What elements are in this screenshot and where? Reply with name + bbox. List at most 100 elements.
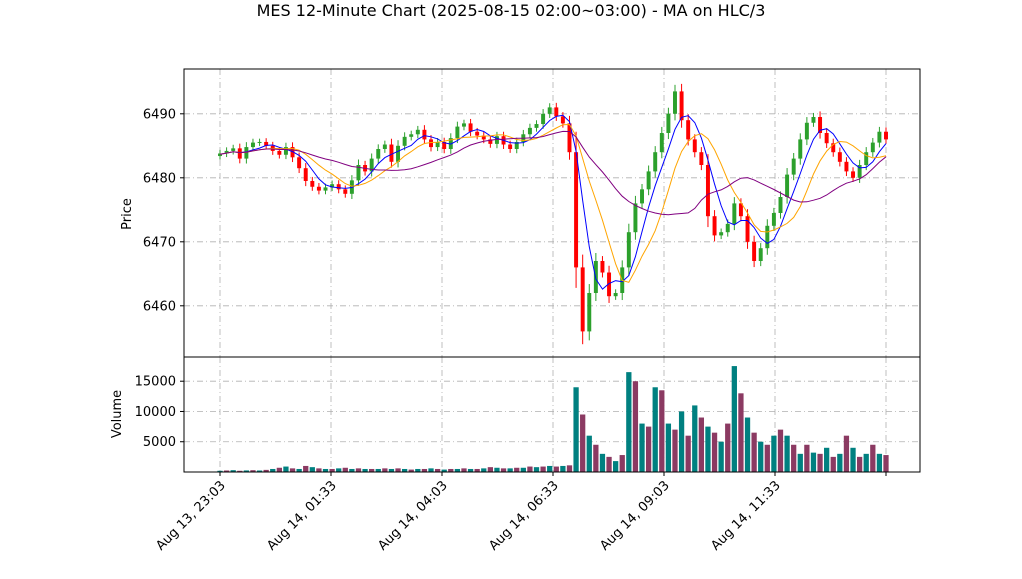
candle-body (699, 152, 704, 165)
volume-bar (408, 469, 414, 472)
volume-bar (711, 432, 718, 472)
volume-bar (632, 381, 639, 472)
x-tick-label: Aug 14, 01:33 (264, 478, 340, 554)
volume-bar (870, 444, 876, 472)
volume-bar (553, 466, 559, 472)
volume-bar (718, 441, 724, 472)
volume-bar (329, 468, 335, 472)
candlestick-series (218, 83, 888, 345)
volume-bar (599, 453, 606, 472)
chart-title: MES 12-Minute Chart (2025-08-15 02:00~03… (257, 1, 766, 20)
volume-axis-label: Volume (110, 390, 125, 438)
candle-body (765, 225, 770, 249)
volume-bar-series (217, 366, 889, 472)
volume-bar (876, 453, 883, 472)
volume-bar (758, 441, 764, 472)
candle-body (804, 122, 809, 140)
volume-bar (850, 447, 856, 472)
volume-bar (434, 468, 441, 472)
volume-bar (289, 468, 296, 472)
volume-bar (461, 468, 467, 472)
volume-bar (441, 469, 447, 472)
candle-body (692, 139, 697, 153)
volume-bar (316, 468, 322, 472)
volume-bar (547, 465, 553, 472)
candle-body (791, 158, 796, 175)
candle-body (336, 184, 341, 190)
volume-tick-label: 5000 (143, 435, 176, 450)
candle-body (818, 117, 823, 133)
candle-body (283, 147, 288, 155)
candle-body (870, 142, 875, 153)
candle-body (310, 181, 315, 187)
candle-body (455, 126, 460, 139)
volume-bar (560, 465, 566, 472)
candle-body (646, 171, 651, 190)
price-tick-label: 6490 (143, 107, 176, 122)
candle-body (356, 165, 361, 181)
volume-bar (336, 468, 342, 472)
candle-body (475, 131, 480, 136)
candle-body (725, 223, 730, 233)
volume-bar (665, 423, 672, 472)
volume-bar (527, 466, 533, 472)
candle-body (771, 213, 776, 226)
candle-body (527, 127, 532, 135)
candle-body (712, 216, 717, 236)
candle-body (864, 152, 869, 165)
volume-bar (580, 414, 586, 472)
volume-bar (322, 468, 329, 472)
candle-body (567, 123, 572, 153)
price-y-axis: 6460 6470 6480 6490 (143, 107, 184, 314)
candle-body (481, 135, 486, 140)
volume-bar (520, 467, 526, 472)
volume-bar (698, 417, 705, 472)
volume-bar (237, 470, 243, 472)
candle-body (752, 241, 757, 261)
candle-body (316, 186, 321, 191)
candle-body (785, 174, 790, 197)
volume-panel-frame (183, 356, 921, 473)
volume-bar (856, 456, 863, 472)
volume-bar (375, 468, 381, 472)
candle-body (758, 248, 763, 261)
volume-bar (309, 467, 315, 472)
price-axis-label: Price (120, 198, 135, 230)
volume-bar (626, 372, 632, 472)
volume-bar (388, 468, 395, 472)
volume-bar (349, 468, 355, 472)
candle-body (462, 123, 466, 127)
candle-body (290, 147, 295, 158)
candle-body (541, 113, 546, 125)
volume-bar (685, 435, 691, 472)
candle-body (666, 113, 671, 133)
candle-body (884, 131, 888, 140)
volume-bar (883, 455, 889, 472)
ma-line-orange (219, 123, 887, 283)
candle-body (686, 120, 691, 140)
candle-body (488, 139, 493, 144)
candle-body (494, 136, 499, 144)
volume-bar (678, 411, 685, 472)
candle-body (508, 144, 513, 149)
volume-bar (613, 461, 619, 472)
volume-bar (824, 447, 830, 472)
volume-bar (804, 444, 810, 472)
volume-bar (303, 465, 309, 472)
volume-bar (369, 468, 375, 472)
candle-body (778, 197, 783, 213)
volume-bar (507, 468, 513, 472)
candle-body (303, 168, 308, 181)
candle-body (653, 152, 658, 172)
candle-body (600, 261, 605, 273)
candle-body (442, 141, 447, 149)
volume-bar (494, 467, 500, 472)
volume-bar (467, 468, 474, 472)
candle-body (297, 157, 302, 169)
candle-body (705, 165, 710, 217)
candle-body (580, 267, 585, 332)
candle-body (633, 203, 638, 233)
candle-body (719, 232, 724, 236)
candle-body (811, 117, 816, 123)
